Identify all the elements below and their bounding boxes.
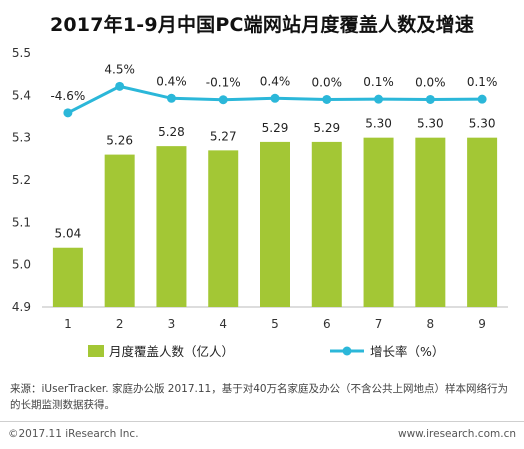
x-tick-label: 4 [219,317,227,331]
bar-data-labels: 5.04 5.26 5.28 5.27 5.29 5.29 5.30 5.30 5.30 [55,117,496,241]
line-value-label: 0.4% [156,74,187,88]
x-tick-label: 5 [271,317,279,331]
y-tick-label: 5.0 [12,258,31,272]
bar [208,150,239,307]
x-tick-label: 6 [323,317,331,331]
x-tick-label: 2 [116,317,124,331]
x-tick-label: 9 [478,317,486,331]
y-tick-label: 5.2 [12,173,31,187]
source-note: 来源：iUserTracker. 家庭办公版 2017.11，基于对40万名家庭… [10,383,509,411]
copyright-text: ©2017.11 iResearch Inc. [8,428,139,440]
line-point [477,94,487,104]
bar-value-label: 5.30 [365,117,392,131]
line-point [63,108,73,118]
x-tick-label: 3 [168,317,176,331]
bar-series [52,137,498,307]
bar [311,141,342,307]
y-tick-label: 4.9 [12,300,31,314]
x-tick-label: 1 [64,317,72,331]
legend-bar-label: 月度覆盖人数（亿人） [109,344,234,359]
line-value-label: 0.0% [415,75,446,89]
bar-value-label: 5.28 [158,125,185,139]
line-data-labels: -4.6% 4.5% 0.4% -0.1% 0.4% 0.0% 0.1% 0.0% 0.1% [50,62,497,102]
bar [104,154,135,307]
x-axis: 1 2 3 4 5 6 7 8 9 [42,306,508,331]
x-tick-label: 8 [427,317,435,331]
bar-value-label: 5.29 [313,121,340,135]
y-tick-label: 5.4 [12,88,31,102]
bar-value-label: 5.26 [106,134,133,148]
y-tick-label: 5.5 [12,46,31,60]
legend-bar-swatch [88,345,104,357]
bar [415,137,446,307]
y-tick-label: 5.3 [12,131,31,145]
line-series [63,81,487,118]
line-point [115,81,125,91]
bar-value-label: 5.29 [262,121,289,135]
line-value-label: 4.5% [104,62,135,76]
y-tick-label: 5.1 [12,215,31,229]
line-point [270,93,280,103]
bar [467,137,498,307]
bar [260,141,290,307]
line-point [218,95,228,105]
x-tick-label: 7 [375,317,383,331]
line-point [425,94,435,104]
bar-value-label: 5.30 [417,117,444,131]
bar [363,137,394,307]
chart-title: 2017年1-9月中国PC端网站月度覆盖人数及增速 [49,14,475,36]
y-axis: 4.9 5.0 5.1 5.2 5.3 5.4 5.5 [12,46,31,314]
website-text: www.iresearch.com.cn [397,428,516,440]
line-point [166,93,176,103]
footer-divider [0,421,524,422]
combo-chart: 4.9 5.0 5.1 5.2 5.3 5.4 5.5 1 2 3 4 5 6 7 8 9 5.04 5.26… [12,46,508,359]
legend: 月度覆盖人数（亿人） 增长率（%） [88,344,444,359]
bar [156,146,187,307]
bar-value-label: 5.04 [55,227,82,241]
line-value-label: -4.6% [50,89,85,103]
line-point [322,94,332,104]
line-value-label: 0.1% [467,75,498,89]
bar-value-label: 5.30 [469,117,496,131]
line-value-label: -0.1% [206,76,241,90]
bar-value-label: 5.27 [210,129,237,143]
line-value-label: 0.4% [260,74,291,88]
line-value-label: 0.0% [312,75,343,89]
line-value-label: 0.1% [363,75,394,89]
legend-line-label: 增长率（%） [370,344,444,359]
line-point [374,94,384,104]
legend-line-marker [342,346,352,356]
bar [52,247,83,307]
